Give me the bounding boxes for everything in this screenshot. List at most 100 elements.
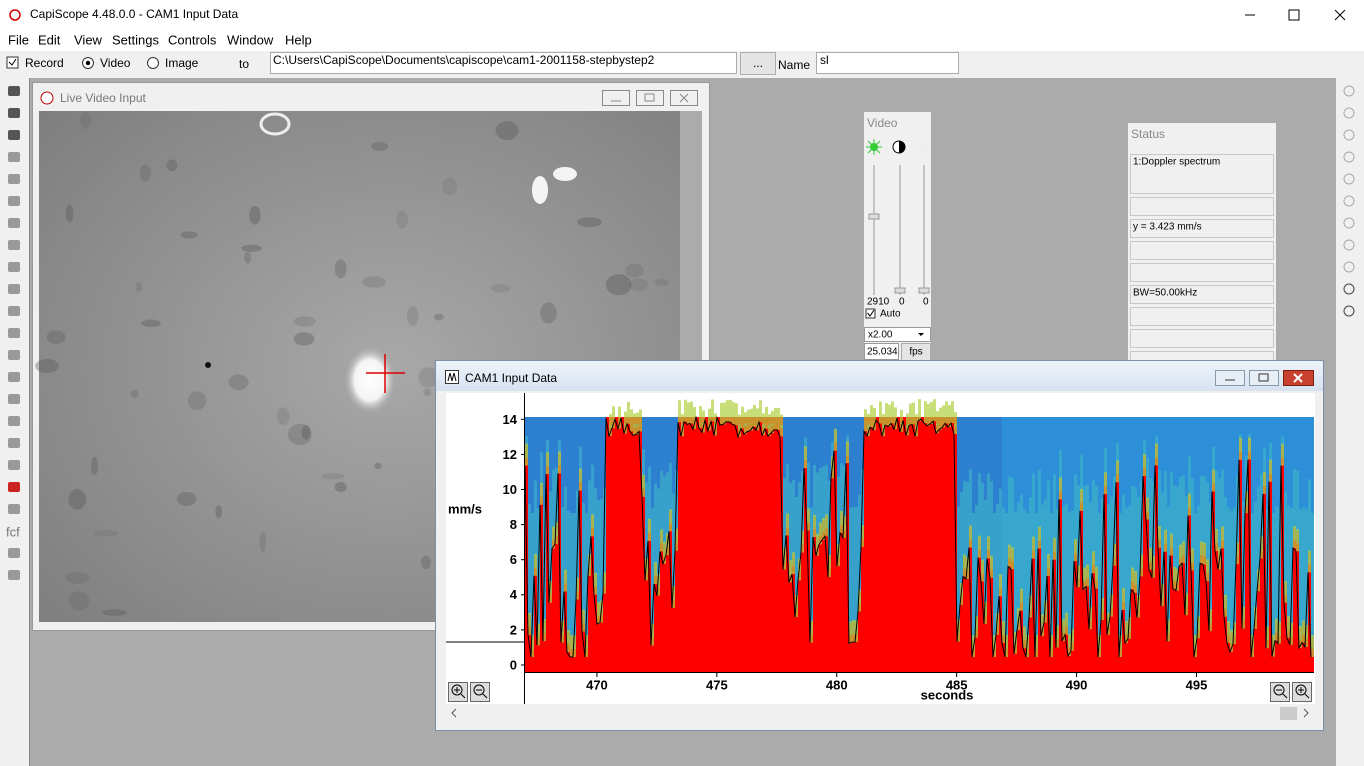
auto-checkbox[interactable] [865,308,876,319]
spectrogram-column [885,403,888,426]
spectrogram-column [825,514,828,537]
tool-icon[interactable] [1343,305,1355,317]
spectrogram-column [1281,443,1284,466]
tool-icon[interactable] [8,328,20,338]
tool-icon[interactable] [8,196,20,206]
spectrogram-column [1077,565,1080,588]
spectrogram-column [1155,417,1158,446]
spectrogram-column [1131,486,1134,582]
fps-field[interactable] [864,343,899,360]
cam1-buttons[interactable] [1215,370,1314,386]
spectrogram-column [1266,626,1269,649]
tool-icon[interactable] [1343,173,1355,185]
to-label: to [239,57,249,71]
spectrogram-column [561,620,564,643]
tool-icon[interactable] [8,284,20,294]
tool-icon[interactable] [1343,85,1355,97]
spectrogram-column [1275,506,1278,633]
zoom-buttons[interactable] [448,682,1312,702]
spectrogram-column [864,409,867,432]
video-spot [166,159,178,172]
minimize-button[interactable] [1215,370,1245,386]
spectrogram [524,399,1314,672]
minimize-button[interactable] [602,90,630,106]
spectrogram-column [1212,446,1215,484]
spectrogram-column [1290,622,1293,645]
restore-button[interactable] [636,90,664,106]
tool-icon[interactable] [8,570,20,580]
tool-icon[interactable] [8,504,20,514]
spectrogram-column [546,452,549,475]
maximize-button[interactable] [1288,9,1300,21]
browse-button[interactable] [740,52,776,75]
tool-icon[interactable] [8,174,20,184]
menu-item[interactable]: Edit [38,32,61,47]
close-button[interactable] [1334,9,1346,21]
tool-icon[interactable] [8,240,20,250]
image-radio[interactable] [147,57,159,69]
tool-icon[interactable] [8,460,20,470]
tool-icon[interactable] [1343,239,1355,251]
tool-icon[interactable] [8,548,20,558]
name-field[interactable] [816,52,959,74]
tool-icon[interactable] [1343,195,1355,207]
tool-icon[interactable] [1343,283,1355,295]
video-glare [553,167,577,181]
restore-button[interactable] [1249,370,1279,386]
live-video-buttons[interactable] [602,90,698,106]
video-spot [80,111,91,130]
sliders[interactable] [868,165,930,295]
menu-item[interactable]: Settings [112,32,159,47]
zoom-value: x2.00 [868,330,893,341]
tool-icon[interactable] [8,262,20,272]
path-field[interactable] [270,52,737,74]
tool-icon[interactable] [1343,261,1355,273]
fcf-tool[interactable]: fcf [6,524,20,539]
spectrogram-column [558,451,561,474]
spectrogram-column [786,464,789,528]
caption-buttons[interactable] [1245,9,1346,21]
h-scrollbar[interactable] [446,705,1315,722]
tool-icon[interactable] [1343,217,1355,229]
zoom-combo[interactable] [864,327,931,342]
tool-icon[interactable] [8,86,20,96]
tool-icon[interactable] [8,372,20,382]
spectrogram-column [564,486,567,584]
spectrogram-column [735,403,738,426]
spectrogram-column [1068,512,1071,648]
tool-icon[interactable] [1343,107,1355,119]
spectrogram-column [900,409,903,432]
spectrogram-column [1173,566,1176,589]
tool-icon[interactable] [8,416,20,426]
spectrogram-column [657,488,660,588]
tool-icon[interactable] [8,482,20,492]
tool-icon[interactable] [8,108,20,118]
scroll-arrows[interactable] [451,708,1309,718]
tool-icon[interactable] [1343,129,1355,141]
menu-item[interactable]: Controls [168,32,217,47]
spectrogram-column [807,508,810,531]
menu-item[interactable]: View [74,32,103,47]
menu-item[interactable]: Help [285,32,312,47]
video-spot [334,259,347,279]
video-glare [532,176,548,204]
tool-icon[interactable] [1343,151,1355,163]
spectrogram-column [585,635,588,657]
menu-item[interactable]: Window [227,32,274,47]
tool-icon[interactable] [8,218,20,228]
record-checkbox[interactable] [6,56,19,69]
spectrogram-column [1206,559,1209,582]
tool-icon[interactable] [8,152,20,162]
spectrogram-column [975,505,978,630]
spectrogram-column [1260,536,1263,559]
tool-icon[interactable] [8,306,20,316]
spectrogram-column [936,411,939,434]
tool-icon[interactable] [8,394,20,404]
tool-icon[interactable] [8,130,20,140]
spectrogram-column [651,623,654,646]
menu-item[interactable]: File [8,32,29,47]
scroll-thumb[interactable] [1280,707,1297,720]
spectrogram-column [807,462,810,523]
tool-icon[interactable] [8,438,20,448]
tool-icon[interactable] [8,350,20,360]
